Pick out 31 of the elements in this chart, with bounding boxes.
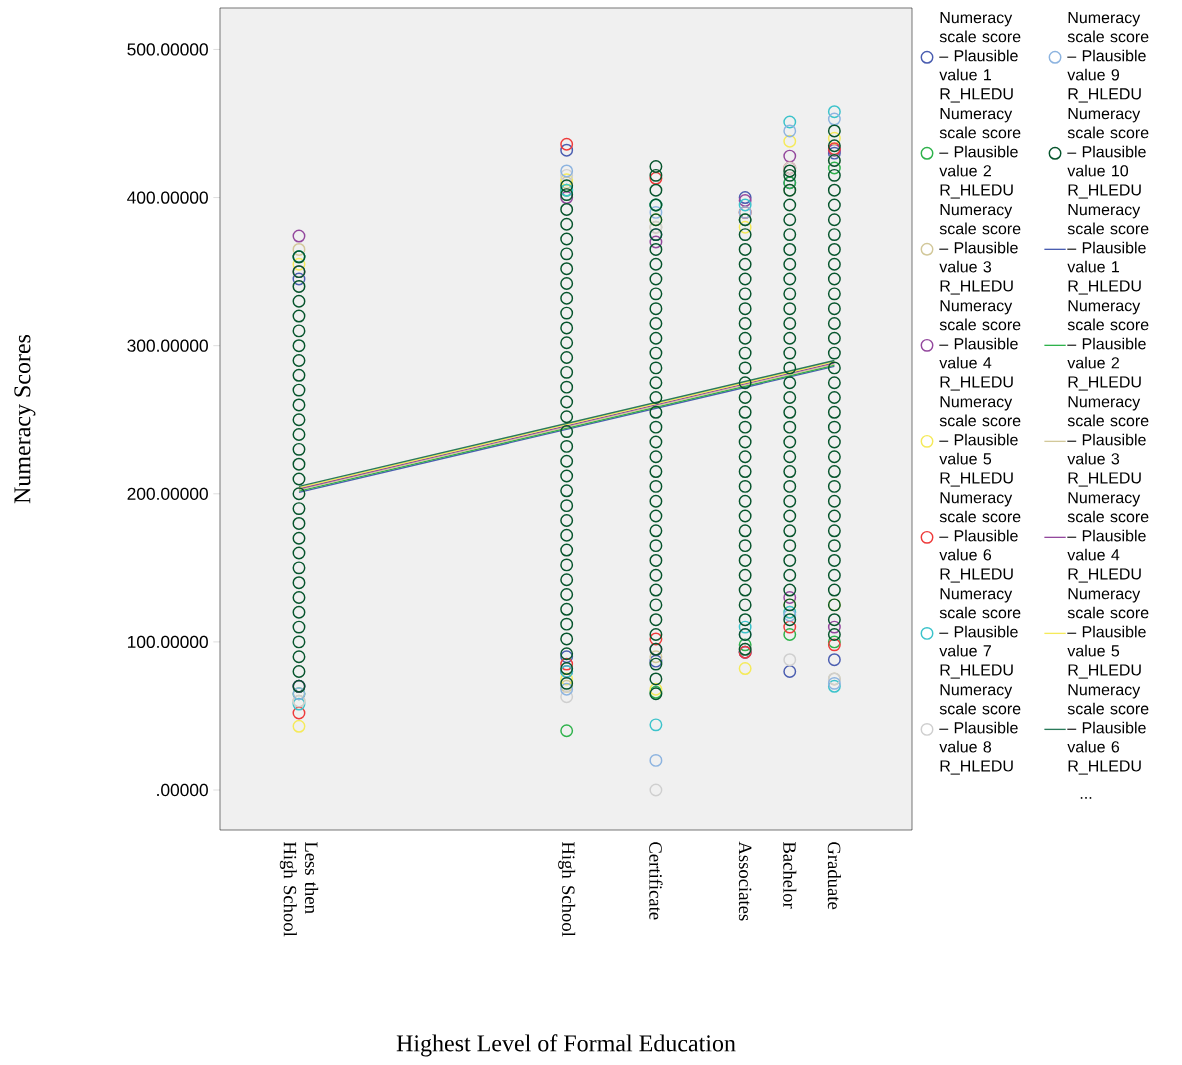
x-tick-label: Certificate — [649, 842, 663, 920]
legend-label: Numeracy scale score – Plausible value 8 R_HLEDU — [939, 684, 1021, 775]
legend-label: Numeracy scale score – Plausible value 6 R_HLEDU — [939, 492, 1021, 583]
legend-label: Numeracy scale score – Plausible value 1 R_HLEDU — [939, 12, 1021, 103]
y-tick-label: 200.00000 — [127, 487, 208, 500]
x-axis-title: Highest Level of Formal Education — [396, 1034, 736, 1057]
y-tick-label: 400.00000 — [127, 191, 208, 204]
x-tick-label: Associates — [738, 841, 752, 921]
legend-label: Numeracy scale score – Plausible value 3 R_HLEDU — [1067, 396, 1149, 487]
x-tick-label: Less then High School — [279, 841, 319, 937]
legend-label: Numeracy scale score – Plausible value 7 R_HLEDU — [939, 588, 1021, 679]
legend-label: Numeracy scale score – Plausible value 3 R_HLEDU — [939, 204, 1021, 295]
legend-label: Numeracy scale score – Plausible value 2 R_HLEDU — [939, 108, 1021, 199]
y-tick-label: .00000 — [157, 783, 208, 797]
legend-label: Numeracy scale score – Plausible value 5 R_HLEDU — [1067, 588, 1149, 679]
legend-label: Numeracy scale score – Plausible value 6 R_HLEDU — [1067, 684, 1149, 775]
legend-label: Numeracy scale score – Plausible value 1 R_HLEDU — [1067, 204, 1149, 295]
legend-label: Numeracy scale score – Plausible value 9 R_HLEDU — [1067, 12, 1149, 103]
y-tick-label: 300.00000 — [127, 339, 208, 352]
x-tick-label: High School — [558, 841, 576, 937]
y-tick-label: 100.00000 — [128, 635, 208, 649]
legend-label: Numeracy scale score – Plausible value 4 R_HLEDU — [939, 300, 1021, 391]
legend-label: Numeracy scale score – Plausible value 5 R_HLEDU — [939, 396, 1021, 487]
y-tick-label: 500.00000 — [127, 43, 208, 56]
legend-label: Numeracy scale score – Plausible value 2 R_HLEDU — [1067, 300, 1149, 391]
x-tick-label: Bachelor — [783, 841, 797, 909]
x-tick-label: Graduate — [827, 842, 841, 910]
legend-label: Numeracy scale score – Plausible value 10 R_HLEDU — [1067, 108, 1149, 199]
text: ... — [1080, 797, 1092, 799]
y-axis-title: Numeracy Scores — [14, 334, 36, 504]
legend-label: Numeracy scale score – Plausible value 4 R_HLEDU — [1067, 492, 1149, 583]
